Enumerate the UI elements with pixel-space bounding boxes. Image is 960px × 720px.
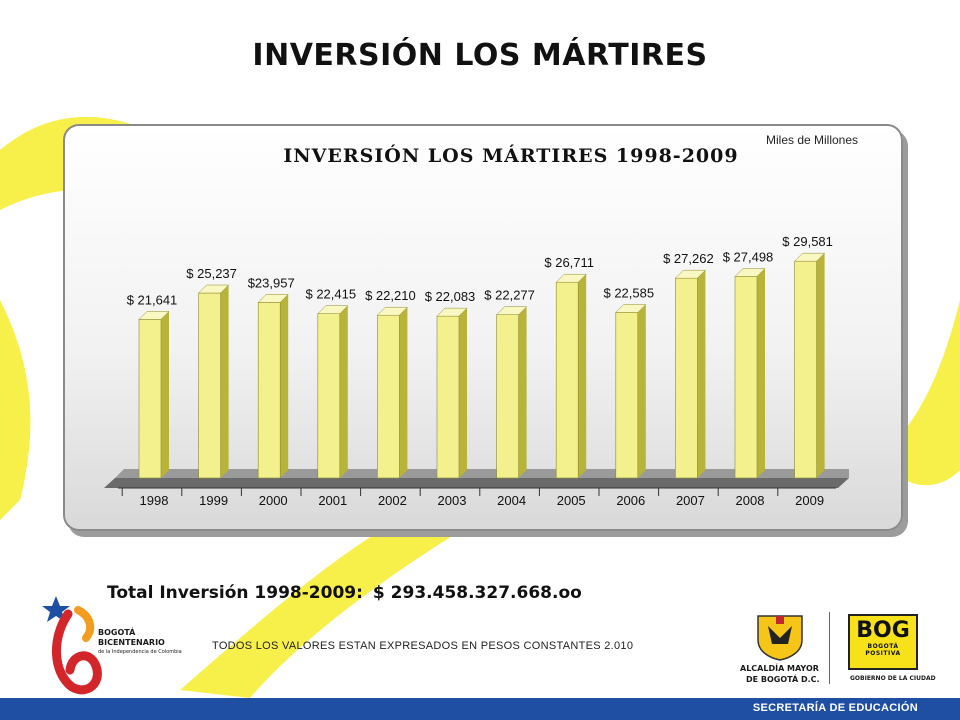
bar-2000 [257, 302, 281, 479]
bar-top-1999 [197, 284, 230, 294]
bar-side-1998 [161, 311, 169, 478]
bog-caption: GOBIERNO DE LA CIUDAD [850, 675, 936, 682]
swirl-left-body [0, 300, 31, 520]
data-label-2005: $ 26,711 [544, 255, 594, 270]
bar-2009 [794, 260, 817, 479]
data-label-2006: $ 22,585 [603, 285, 654, 300]
x-tick-label-2003: 2003 [438, 493, 467, 508]
bar-2001 [317, 313, 341, 479]
logo-divider [829, 612, 830, 684]
data-label-2001: $ 22,415 [305, 287, 356, 302]
x-tick-label-2001: 2001 [318, 493, 347, 508]
bar-2004 [496, 314, 519, 479]
x-tick-label-2000: 2000 [259, 493, 288, 508]
bog-sub: BOGOTÁ POSITIVA [865, 643, 901, 657]
x-tick-label-1998: 1998 [140, 493, 169, 508]
bar-top-2008 [734, 268, 766, 277]
bicentenario-logo [42, 596, 102, 695]
bog-mark: BOG [856, 618, 910, 643]
bar-top-2004 [495, 306, 528, 315]
swirl-bottom-arc [180, 525, 470, 698]
data-label-1998: $ 21,641 [127, 292, 178, 307]
bar-side-2008 [757, 268, 765, 478]
alcaldia-shield-icon [757, 615, 803, 661]
chart-floor-side [104, 478, 849, 488]
total-investment: Total Inversión 1998-2009: $ 293.458.327.… [107, 583, 592, 603]
alcaldia-line1: ALCALDÍA MAYOR [740, 664, 819, 673]
bar-side-2001 [339, 305, 348, 478]
bar-side-2000 [280, 294, 289, 478]
bar-2003 [436, 315, 460, 479]
x-tick-label-1999: 1999 [199, 493, 228, 508]
alcaldia-line2: DE BOGOTÁ D.C. [746, 675, 820, 684]
bicentenario-line1: BOGOTÁ [98, 628, 136, 637]
bar-2007 [675, 277, 698, 479]
logo-swirl-orange [74, 606, 95, 642]
x-tick-label-2004: 2004 [497, 493, 526, 508]
bicentenario-line3: de la Independencia de Colombia [98, 649, 182, 655]
bar-side-2005 [578, 274, 587, 478]
bar-top-2007 [674, 269, 707, 279]
data-label-2007: $ 27,262 [663, 251, 714, 266]
bar-top-2009 [793, 252, 826, 262]
bar-1999 [198, 292, 221, 479]
x-tick-label-2008: 2008 [736, 493, 765, 508]
page-title: INVERSIÓN LOS MÁRTIRES [252, 38, 708, 73]
data-label-2008: $ 27,498 [723, 249, 774, 264]
data-label-2003: $ 22,083 [425, 289, 476, 304]
bar-top-2005 [555, 273, 587, 283]
chart-title: INVERSIÓN LOS MÁRTIRES 1998-2009 [283, 144, 738, 167]
x-tick-label-2002: 2002 [378, 493, 407, 508]
footnote: TODOS LOS VALORES ESTAN EXPRESADOS EN PE… [212, 640, 634, 652]
units-label: Miles de Millones [766, 133, 859, 147]
bar-side-2003 [459, 308, 467, 478]
bar-top-1998 [138, 311, 170, 320]
bar-2008 [734, 276, 758, 479]
bar-top-2006 [615, 304, 647, 313]
footer-bar: SECRETARÍA DE EDUCACIÓN [0, 698, 960, 720]
bar-side-2007 [697, 270, 706, 478]
bar-top-2000 [257, 294, 289, 303]
bar-top-2001 [317, 305, 349, 314]
chart-floor-top [115, 469, 849, 478]
bar-top-2003 [436, 307, 468, 317]
data-label-2004: $ 22,277 [484, 288, 535, 303]
bar-side-2004 [518, 306, 527, 478]
swirl-right-arc [905, 300, 960, 486]
data-label-2000: $23,957 [248, 275, 295, 290]
data-label-1999: $ 25,237 [186, 266, 237, 281]
bar-side-1999 [220, 285, 229, 478]
total-label: Total Inversión 1998-2009: [107, 583, 363, 603]
bar-side-2006 [637, 304, 646, 478]
bar-side-2002 [399, 307, 408, 478]
bar-2005 [555, 281, 579, 479]
footer-text: SECRETARÍA DE EDUCACIÓN [752, 702, 918, 714]
data-label-2002: $ 22,210 [365, 288, 416, 303]
logo-swirl-red [52, 609, 102, 695]
total-value: $ 293.458.327.668.oo [372, 583, 582, 603]
x-tick-label-2006: 2006 [616, 493, 645, 508]
x-tick-label-2007: 2007 [676, 493, 705, 508]
bar-top-2002 [376, 306, 409, 316]
bar-2006 [615, 312, 639, 479]
bar-side-2009 [816, 253, 825, 478]
bar-1998 [138, 319, 162, 479]
bar-2002 [377, 314, 400, 479]
x-tick-label-2005: 2005 [557, 493, 586, 508]
data-label-2009: $ 29,581 [782, 234, 833, 249]
bicentenario-line2: BICENTENARIO [98, 638, 165, 647]
x-tick-label-2009: 2009 [795, 493, 824, 508]
bog-logo: BOG BOGOTÁ POSITIVA [848, 614, 918, 670]
